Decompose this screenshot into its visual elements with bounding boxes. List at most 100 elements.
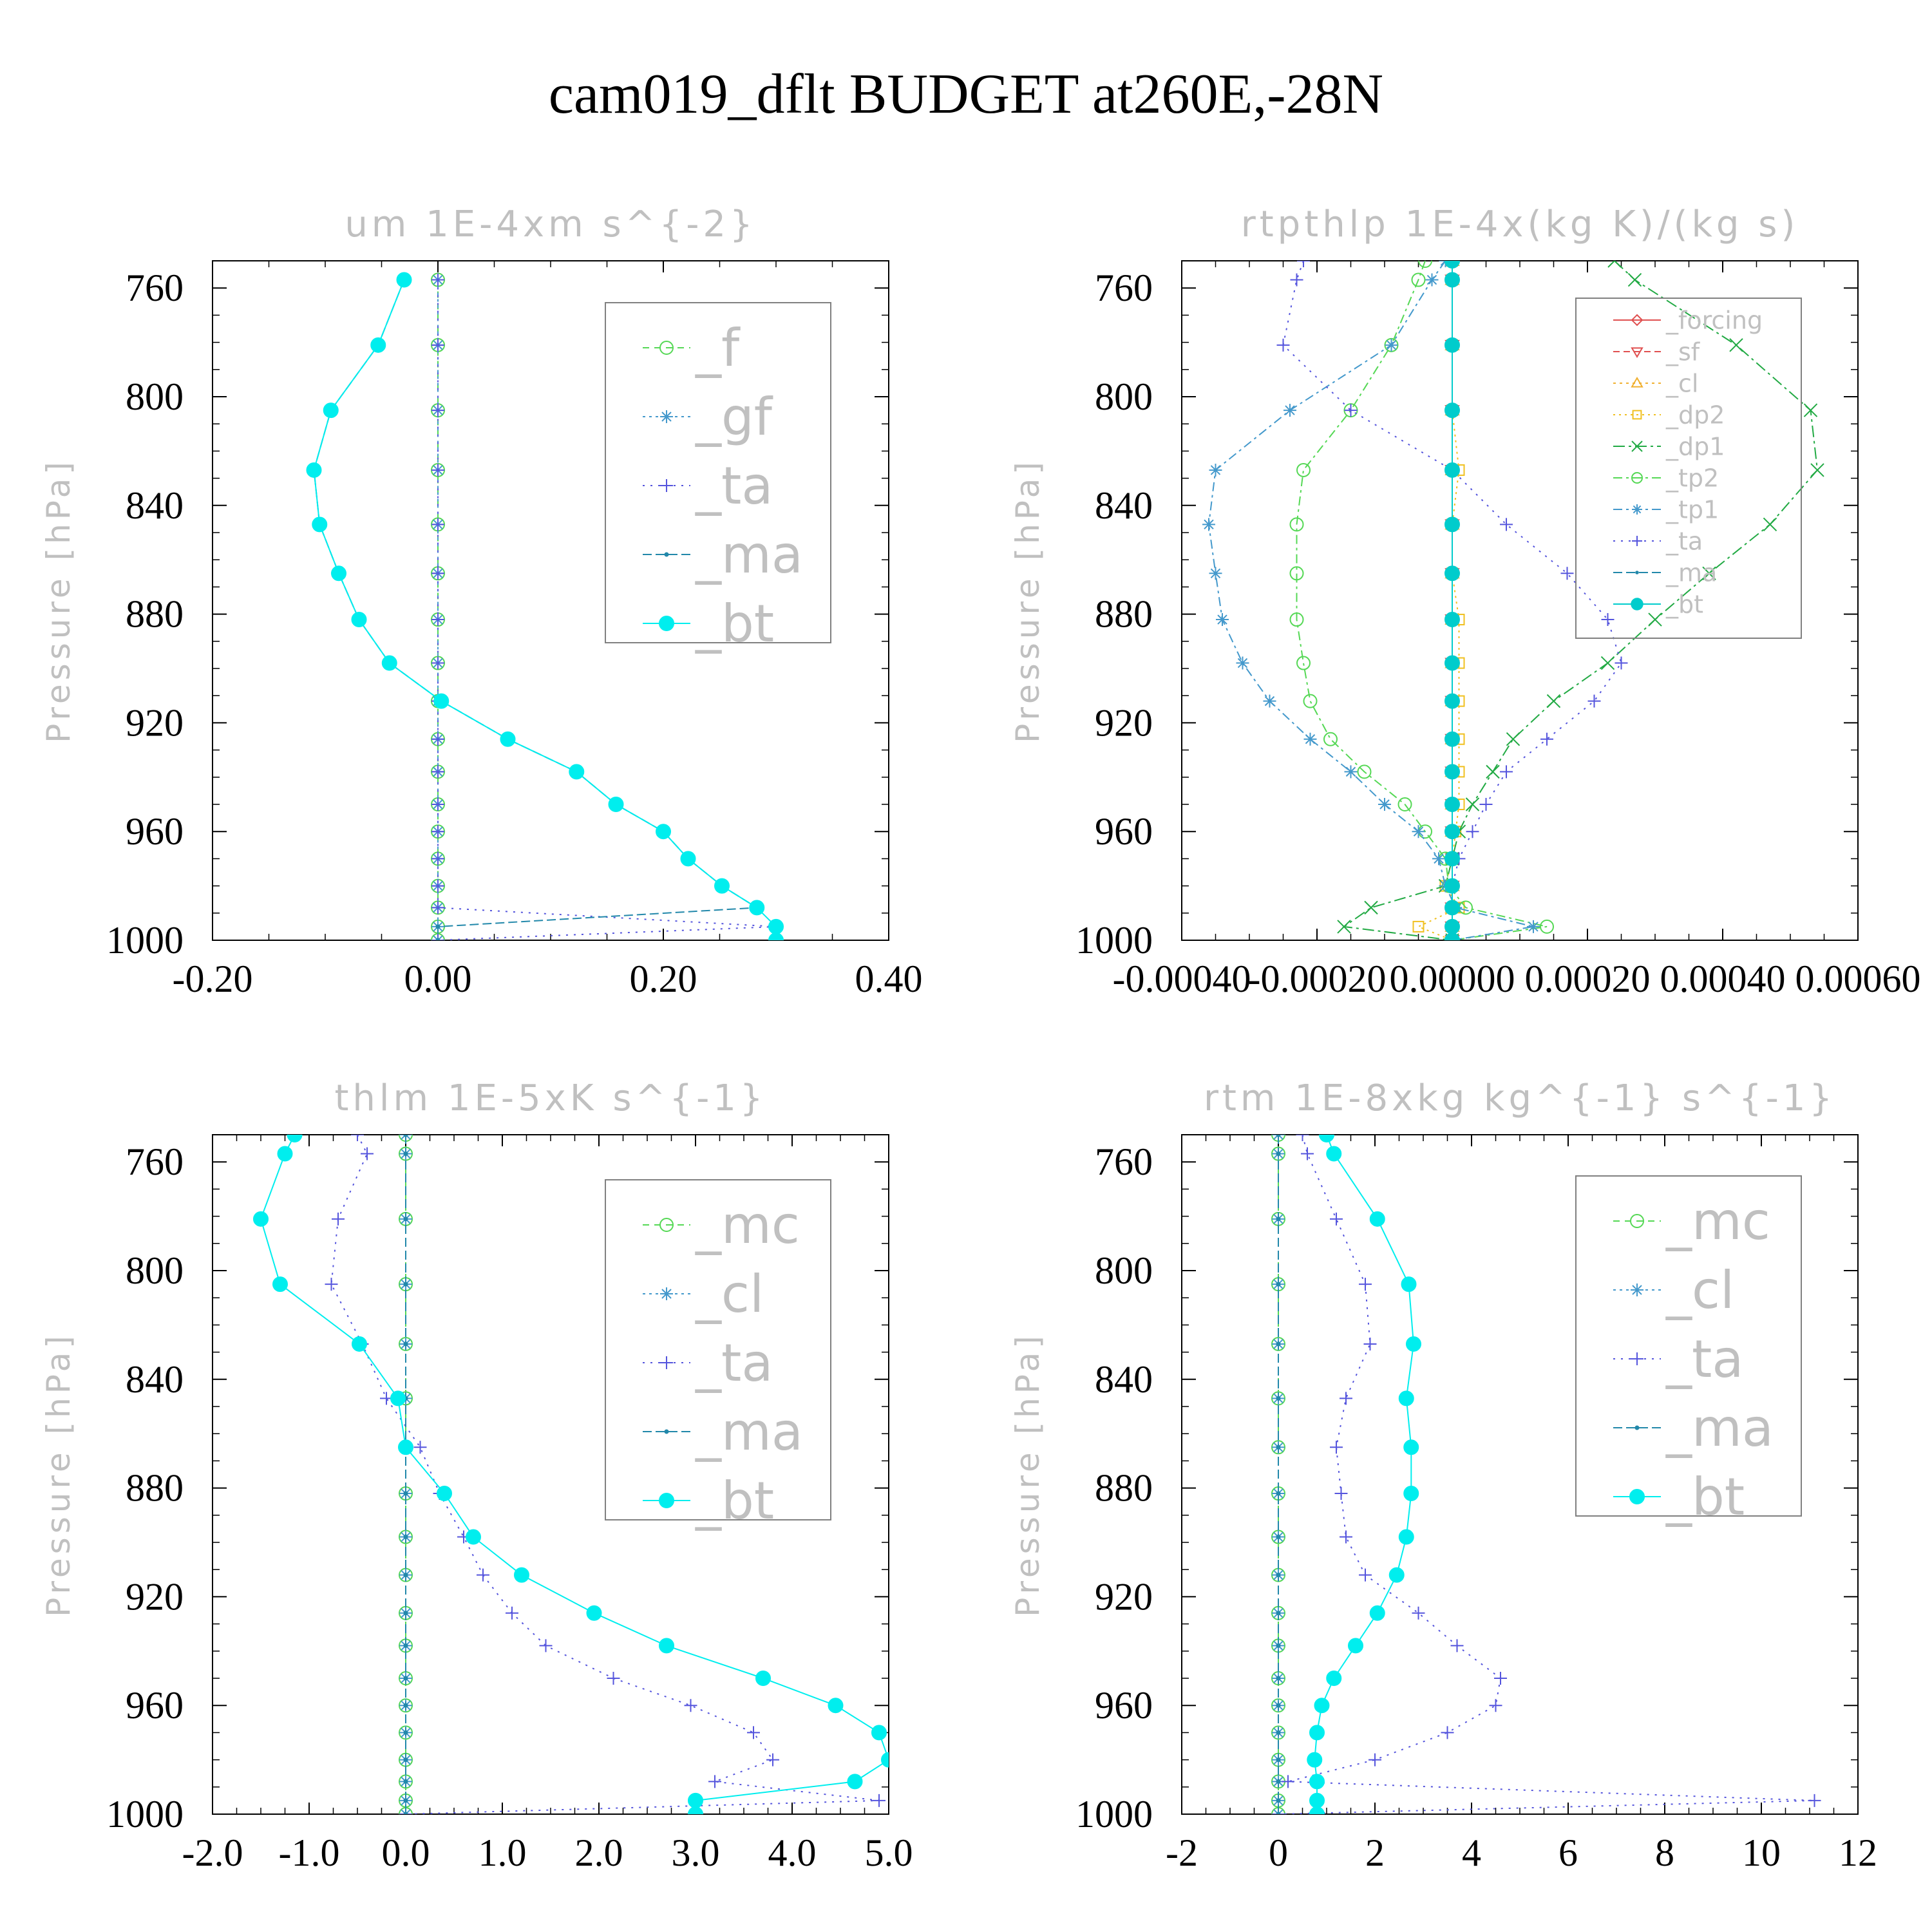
legend-box xyxy=(1575,1175,1802,1517)
data-point xyxy=(323,402,339,419)
y-tick-label: 760 xyxy=(1095,1141,1153,1183)
y-tick-label: 920 xyxy=(126,701,184,744)
data-point xyxy=(431,518,444,531)
series-line xyxy=(1342,261,1819,940)
data-point xyxy=(403,1573,408,1578)
data-point xyxy=(352,1336,367,1352)
legend-item: _dp1 xyxy=(1613,432,1725,460)
data-point xyxy=(659,1493,674,1508)
data-point xyxy=(1600,656,1615,670)
data-point xyxy=(1540,919,1554,934)
data-point xyxy=(1216,613,1229,627)
y-tick-label: 760 xyxy=(126,1141,184,1183)
data-point xyxy=(1444,878,1460,894)
data-point xyxy=(396,272,412,288)
data-point xyxy=(1444,565,1460,582)
data-point xyxy=(1307,1752,1323,1768)
data-point xyxy=(1236,656,1249,670)
data-point xyxy=(1398,1529,1414,1545)
x-tick-label: 2.0 xyxy=(575,1832,623,1874)
y-tick-label: 960 xyxy=(1095,810,1153,853)
data-point xyxy=(1627,272,1642,287)
data-point xyxy=(1629,1489,1645,1504)
data-point xyxy=(1289,566,1304,581)
data-point xyxy=(1357,764,1372,779)
x-tick-label: -2 xyxy=(1166,1832,1198,1874)
data-point xyxy=(403,1812,408,1814)
data-point xyxy=(403,1730,408,1735)
legend-label: _ta xyxy=(1665,527,1703,555)
data-point xyxy=(659,1638,674,1654)
data-point xyxy=(1359,1278,1372,1291)
data-point xyxy=(1500,518,1513,531)
data-point xyxy=(1276,1611,1281,1616)
data-point xyxy=(1432,852,1445,866)
data-point xyxy=(1631,377,1643,388)
data-point xyxy=(331,565,346,582)
data-point xyxy=(873,1794,886,1807)
data-point xyxy=(1364,900,1378,915)
data-point xyxy=(1276,1341,1281,1347)
x-tick-label: 0 xyxy=(1269,1832,1288,1874)
data-point xyxy=(403,1282,408,1287)
series-ma xyxy=(403,1135,408,1814)
x-tick-label: 4.0 xyxy=(768,1832,817,1874)
legend-label: _ma xyxy=(695,525,803,585)
figure-title: cam019_dflt BUDGET at260E,-28N xyxy=(549,63,1383,126)
data-point xyxy=(1283,404,1296,417)
data-point xyxy=(1631,314,1643,327)
data-point xyxy=(1632,504,1642,515)
data-point xyxy=(390,1390,406,1406)
data-point xyxy=(1631,472,1643,484)
data-point xyxy=(1314,1698,1330,1714)
data-point xyxy=(1494,1672,1507,1685)
data-point xyxy=(1631,440,1643,452)
y-tick-label: 880 xyxy=(126,1467,184,1510)
data-point xyxy=(403,1341,408,1347)
panel-title: rtm 1E-8xkg kg^{-1} s^{-1} xyxy=(1204,1077,1836,1119)
legend-box xyxy=(605,1179,831,1520)
data-point xyxy=(435,938,440,940)
data-point xyxy=(1209,463,1222,477)
legend-item: _cl xyxy=(1613,1260,1734,1320)
data-point xyxy=(1369,1211,1385,1227)
data-point xyxy=(1202,518,1215,531)
data-point xyxy=(1486,764,1500,779)
y-tick-label: 960 xyxy=(126,810,184,853)
data-point xyxy=(361,1147,374,1160)
y-tick-label: 1000 xyxy=(1075,919,1153,961)
data-point xyxy=(351,1135,364,1141)
legend-label: _bt xyxy=(695,1471,774,1531)
y-tick-label: 840 xyxy=(126,1358,184,1401)
data-point xyxy=(1601,613,1615,627)
data-point xyxy=(1450,1639,1464,1653)
y-tick-label: 800 xyxy=(126,375,184,418)
data-point xyxy=(768,933,784,940)
data-point xyxy=(1527,920,1540,933)
data-point xyxy=(1615,656,1628,670)
data-point xyxy=(332,1212,345,1226)
series-ma xyxy=(1276,1135,1281,1814)
data-point xyxy=(1489,1699,1502,1712)
data-point xyxy=(1810,463,1824,477)
data-point xyxy=(539,1639,553,1653)
legend-item: _ma xyxy=(1613,558,1717,587)
legend-item: _tp2 xyxy=(1613,464,1719,492)
x-tick-label: 10 xyxy=(1742,1832,1781,1874)
data-point xyxy=(1635,571,1639,574)
chart-panel-1: um 1E-4xm s^{-2} Pressure [hPa] -0.20 0.00 0… xyxy=(40,204,923,1000)
data-point xyxy=(1276,1676,1281,1681)
data-point xyxy=(749,900,765,916)
data-point xyxy=(660,479,673,492)
data-point xyxy=(1385,338,1398,352)
data-point xyxy=(1301,1147,1314,1160)
data-point xyxy=(1303,694,1318,708)
x-tick-label: -0.00040 xyxy=(1113,958,1251,1000)
data-point xyxy=(747,1726,760,1739)
data-point xyxy=(253,1211,269,1227)
data-point xyxy=(664,552,669,557)
data-point xyxy=(1309,1725,1325,1741)
series-line xyxy=(313,279,759,940)
x-tick-label: -0.20 xyxy=(173,958,253,1000)
data-point xyxy=(325,1278,338,1291)
